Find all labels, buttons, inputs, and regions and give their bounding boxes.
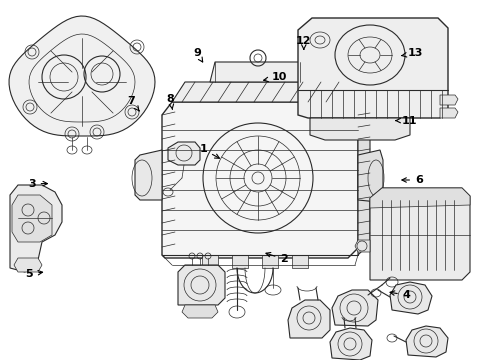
Text: 4: 4: [390, 290, 411, 300]
Text: 7: 7: [127, 96, 139, 111]
Polygon shape: [440, 108, 458, 118]
Polygon shape: [355, 240, 370, 252]
Polygon shape: [390, 282, 432, 314]
Polygon shape: [370, 188, 470, 280]
Text: 5: 5: [25, 269, 43, 279]
Polygon shape: [172, 82, 358, 112]
Polygon shape: [406, 326, 448, 357]
Polygon shape: [332, 290, 378, 326]
Polygon shape: [370, 188, 470, 208]
Text: 13: 13: [402, 48, 423, 58]
Polygon shape: [10, 185, 62, 272]
Polygon shape: [298, 18, 448, 118]
Polygon shape: [135, 150, 162, 200]
Text: 10: 10: [264, 72, 287, 82]
Polygon shape: [178, 265, 225, 305]
Polygon shape: [9, 16, 155, 136]
Text: 8: 8: [167, 94, 174, 109]
Polygon shape: [168, 142, 200, 165]
Text: 12: 12: [296, 36, 312, 49]
Polygon shape: [182, 305, 218, 318]
Text: 6: 6: [402, 175, 423, 185]
Polygon shape: [330, 328, 372, 360]
Text: 1: 1: [199, 144, 220, 158]
Polygon shape: [358, 100, 370, 255]
Polygon shape: [358, 150, 383, 202]
Text: 3: 3: [28, 179, 48, 189]
Text: 9: 9: [193, 48, 203, 62]
Polygon shape: [162, 102, 358, 258]
Polygon shape: [14, 258, 42, 272]
Polygon shape: [262, 255, 278, 268]
Text: 2: 2: [266, 252, 288, 264]
Polygon shape: [440, 95, 458, 105]
Polygon shape: [288, 300, 330, 338]
Text: 11: 11: [395, 116, 417, 126]
Polygon shape: [210, 62, 305, 82]
Polygon shape: [232, 255, 248, 268]
Polygon shape: [202, 255, 218, 268]
Polygon shape: [12, 195, 52, 242]
Polygon shape: [310, 118, 410, 140]
Polygon shape: [292, 255, 308, 268]
